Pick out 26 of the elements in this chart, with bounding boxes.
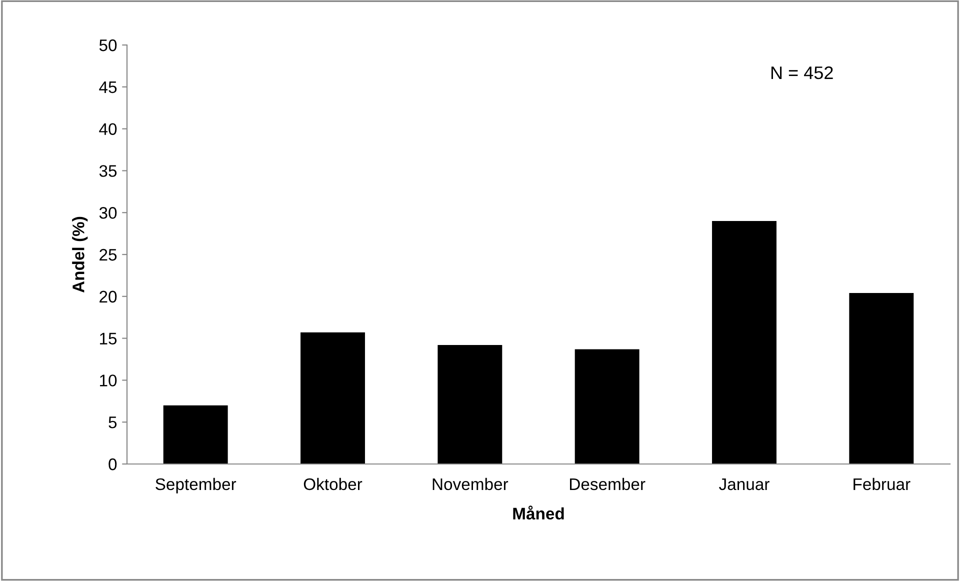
bar — [849, 293, 914, 464]
x-tick-label: November — [432, 478, 508, 490]
y-tick-label: 5 — [108, 416, 117, 428]
x-axis-title: Måned — [513, 506, 564, 520]
y-tick-label: 40 — [99, 123, 117, 136]
y-tick-label: 25 — [100, 248, 117, 261]
x-tick-label: Februar — [854, 478, 910, 490]
y-tick-label: 15 — [100, 332, 117, 345]
x-tick-label: September — [156, 478, 236, 494]
bar — [300, 332, 365, 464]
y-axis-title: Andel (%) — [72, 216, 88, 293]
bar — [574, 349, 640, 464]
x-tick-label: Januar — [719, 478, 770, 490]
annotation: N = 452 — [771, 66, 833, 80]
bar — [438, 345, 502, 464]
y-tick-label: 10 — [100, 374, 117, 386]
bar — [163, 405, 228, 464]
x-tick-label: Desember — [570, 478, 646, 490]
y-tick-label: 45 — [99, 81, 117, 94]
y-tick-label: 30 — [99, 207, 117, 219]
x-tick-label: Oktober — [304, 478, 362, 490]
bar — [712, 220, 776, 464]
y-tick-label: 50 — [99, 39, 117, 52]
y-tick-label: 0 — [108, 458, 117, 470]
y-tick-label: 35 — [99, 165, 117, 177]
y-tick-label: 20 — [100, 290, 117, 303]
